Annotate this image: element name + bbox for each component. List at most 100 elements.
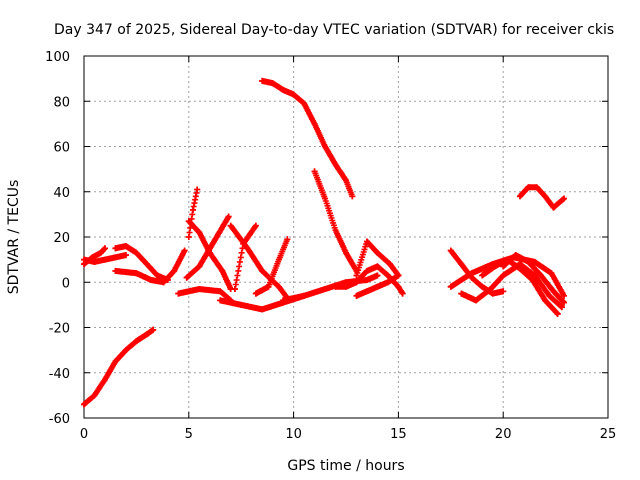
- series-s15: [311, 168, 360, 274]
- data-point: [311, 168, 318, 175]
- series-markers: [517, 184, 567, 211]
- data-point: [332, 227, 339, 234]
- axis-ticks: [83, 55, 609, 419]
- data-point: [252, 290, 259, 297]
- data-point: [91, 392, 98, 399]
- data-point: [160, 279, 167, 286]
- data-point: [181, 247, 188, 254]
- data-point: [280, 297, 287, 304]
- series-markers: [311, 168, 360, 274]
- data-point: [265, 283, 272, 290]
- data-point: [512, 252, 519, 259]
- x-tick-label: 0: [80, 427, 88, 442]
- data-point: [353, 272, 360, 279]
- data-point: [143, 331, 150, 338]
- data-point: [122, 347, 129, 354]
- data-point: [244, 245, 251, 252]
- data-point: [472, 297, 479, 304]
- data-point: [500, 263, 507, 270]
- data-point: [101, 256, 108, 263]
- data-point: [275, 256, 282, 263]
- data-point: [301, 292, 308, 299]
- data-point: [259, 77, 266, 84]
- data-point: [353, 292, 360, 299]
- data-point: [560, 292, 567, 299]
- series-s8: [185, 218, 234, 293]
- data-point: [343, 177, 349, 184]
- data-point: [81, 401, 87, 408]
- data-point: [374, 263, 381, 270]
- data-point: [363, 238, 370, 245]
- x-tick-label: 25: [600, 427, 617, 442]
- data-point: [238, 301, 245, 308]
- data-point: [275, 283, 282, 290]
- data-point: [322, 143, 329, 150]
- data-point: [89, 254, 96, 261]
- y-tick-label: 80: [53, 95, 70, 110]
- data-point: [259, 306, 266, 313]
- data-point: [171, 267, 178, 274]
- data-point: [311, 120, 318, 127]
- data-point: [548, 270, 555, 277]
- data-point: [133, 338, 140, 345]
- data-point: [112, 245, 119, 252]
- data-point: [150, 326, 157, 333]
- chart-title: Day 347 of 2025, Sidereal Day-to-day VTE…: [54, 22, 614, 38]
- data-point: [560, 299, 567, 306]
- x-tick-label: 10: [285, 427, 302, 442]
- data-point: [458, 290, 465, 297]
- data-point: [101, 376, 108, 383]
- data-point: [537, 272, 544, 279]
- data-point: [349, 193, 356, 200]
- series-s18: [353, 238, 402, 279]
- data-point: [112, 267, 119, 274]
- data-point: [252, 222, 259, 229]
- x-tick-label: 5: [185, 427, 193, 442]
- data-point: [175, 290, 182, 297]
- data-point: [219, 267, 226, 274]
- series-markers: [280, 272, 381, 304]
- data-point: [112, 254, 119, 261]
- data-point: [554, 310, 561, 317]
- series-s5: [112, 247, 188, 286]
- data-point: [550, 204, 557, 211]
- data-point: [343, 249, 349, 256]
- data-point: [479, 283, 486, 290]
- data-point: [259, 267, 266, 274]
- data-point: [546, 292, 553, 299]
- y-tick-label: -40: [49, 367, 70, 382]
- data-point: [363, 267, 370, 274]
- data-point: [183, 274, 190, 281]
- series-s19: [353, 272, 402, 299]
- series-s22: [458, 261, 565, 311]
- series-s14: [259, 77, 356, 200]
- data-point: [185, 218, 192, 225]
- data-point: [133, 270, 140, 277]
- data-point: [487, 286, 494, 293]
- data-point: [269, 80, 276, 87]
- data-point: [384, 279, 391, 286]
- series-s16: [280, 272, 381, 304]
- y-tick-label: 40: [53, 186, 70, 201]
- data-point: [516, 265, 523, 272]
- data-point: [185, 234, 192, 240]
- data-point: [290, 91, 297, 98]
- data-point: [399, 290, 406, 297]
- series-s9: [183, 213, 232, 281]
- data-point: [148, 276, 155, 283]
- data-point: [322, 195, 329, 202]
- data-point: [374, 249, 381, 256]
- data-point: [81, 261, 87, 268]
- data-point: [196, 286, 203, 293]
- y-tick-label: 100: [45, 50, 70, 65]
- data-point: [558, 304, 565, 311]
- series-s4: [112, 243, 171, 283]
- series-s3: [81, 245, 108, 268]
- data-point: [133, 249, 140, 256]
- data-point: [122, 243, 129, 250]
- data-point: [194, 186, 201, 193]
- data-point: [489, 290, 496, 297]
- series-s1: [81, 326, 157, 408]
- y-tick-label: 60: [53, 141, 70, 156]
